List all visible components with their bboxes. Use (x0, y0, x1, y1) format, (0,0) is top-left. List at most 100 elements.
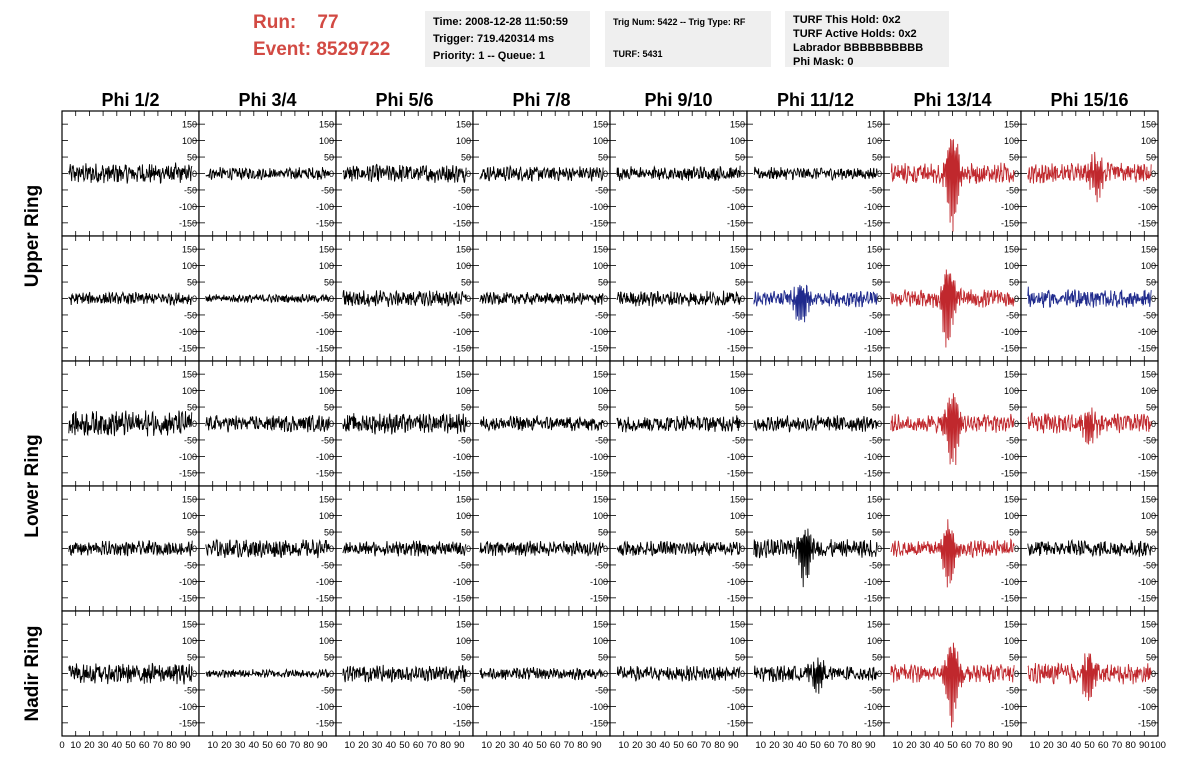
y-tick-label-r1-c3-2: -50 (458, 185, 471, 195)
x-tick-label-c1-3: 30 (98, 740, 109, 751)
waveform-r2-c3 (342, 289, 467, 307)
y-tick-label-r1-c3-1: -100 (453, 202, 471, 212)
y-tick-label-r4-c2-2: -50 (321, 560, 334, 570)
y-tick-label-r4-c1-6: 150 (182, 495, 197, 505)
y-tick-label-r5-c2-5: 100 (319, 636, 334, 646)
y-tick-label-r1-c7-2: -50 (1006, 185, 1019, 195)
y-tick-label-r1-c4-5: 100 (593, 136, 608, 146)
x-tick-label-c6-4: 40 (797, 740, 808, 751)
y-tick-label-r4-c6-3: 0 (877, 544, 882, 554)
y-tick-label-r3-c6-5: 100 (867, 386, 882, 396)
y-tick-label-r2-c2-5: 100 (319, 261, 334, 271)
y-tick-label-r1-c4-0: -150 (590, 218, 608, 228)
y-tick-label-r2-c3-2: -50 (458, 310, 471, 320)
y-tick-label-r1-c4-2: -50 (595, 185, 608, 195)
y-tick-label-r3-c4-4: 50 (598, 403, 608, 413)
y-tick-label-r5-c6-5: 100 (867, 636, 882, 646)
y-tick-label-r5-c4-2: -50 (595, 685, 608, 695)
column-title-8: Phi 15/16 (1050, 90, 1128, 110)
y-tick-label-r3-c8-4: 50 (1146, 403, 1156, 413)
y-tick-label-r5-c5-1: -100 (727, 702, 745, 712)
time-info-box: Time: 2008-12-28 11:50:59 Trigger: 719.4… (425, 11, 590, 67)
y-tick-label-r4-c3-5: 100 (456, 511, 471, 521)
x-tick-label-c7-4: 40 (934, 740, 945, 751)
x-tick-label-c4-1: 10 (481, 740, 492, 751)
y-tick-label-r2-c5-1: -100 (727, 327, 745, 337)
x-tick-label-c2-1: 10 (207, 740, 218, 751)
y-tick-label-r4-c1-4: 50 (187, 528, 197, 538)
y-tick-label-r2-c2-6: 150 (319, 245, 334, 255)
y-tick-label-r4-c4-2: -50 (595, 560, 608, 570)
y-tick-label-r5-c1-3: 0 (192, 669, 197, 679)
x-tick-label-c8-3: 30 (1057, 740, 1068, 751)
y-tick-label-r5-c3-2: -50 (458, 685, 471, 695)
y-tick-label-r3-c1-1: -100 (179, 452, 197, 462)
y-tick-label-r2-c2-3: 0 (329, 294, 334, 304)
x-tick-label-c7-1: 10 (892, 740, 903, 751)
ring-label-3: Nadir Ring (22, 625, 43, 721)
y-tick-label-r5-c5-2: -50 (732, 685, 745, 695)
y-tick-label-r5-c6-3: 0 (877, 669, 882, 679)
y-tick-label-r1-c8-0: -150 (1138, 218, 1156, 228)
y-tick-label-r5-c8-0: -150 (1138, 718, 1156, 728)
y-tick-label-r4-c4-4: 50 (598, 528, 608, 538)
y-tick-label-r5-c7-0: -150 (1001, 718, 1019, 728)
x-tick-label-c1-2: 20 (84, 740, 95, 751)
y-tick-label-r2-c1-1: -100 (179, 327, 197, 337)
x-tick-label-c5-9: 90 (728, 740, 739, 751)
y-tick-label-r5-c8-2: -50 (1143, 685, 1156, 695)
waveform-r3-c5 (616, 414, 741, 433)
y-tick-label-r3-c5-5: 100 (730, 386, 745, 396)
y-tick-label-r2-c8-3: 0 (1151, 294, 1156, 304)
y-tick-label-r2-c1-0: -150 (179, 343, 197, 353)
y-tick-label-r4-c5-1: -100 (727, 577, 745, 587)
y-tick-label-r1-c3-6: 150 (456, 120, 471, 130)
y-tick-label-r1-c6-5: 100 (867, 136, 882, 146)
waveform-r2-c6 (753, 284, 878, 323)
y-tick-label-r3-c8-3: 0 (1151, 419, 1156, 429)
y-tick-label-r4-c7-3: 0 (1014, 544, 1019, 554)
x-tick-label-c5-8: 80 (714, 740, 725, 751)
y-tick-label-r1-c1-2: -50 (184, 185, 197, 195)
x-tick-label-c6-1: 10 (755, 740, 766, 751)
x-tick-label-c4-2: 20 (495, 740, 506, 751)
y-tick-label-r1-c1-3: 0 (192, 169, 197, 179)
y-tick-label-r5-c8-3: 0 (1151, 669, 1156, 679)
y-tick-label-r2-c5-3: 0 (740, 294, 745, 304)
waveform-r4-c1 (68, 540, 193, 557)
y-tick-label-r3-c8-1: -100 (1138, 452, 1156, 462)
y-tick-label-r2-c6-1: -100 (864, 327, 882, 337)
y-tick-label-r5-c1-5: 100 (182, 636, 197, 646)
x-tick-label-c5-4: 40 (660, 740, 671, 751)
y-tick-label-r3-c2-4: 50 (324, 403, 334, 413)
y-tick-label-r2-c4-4: 50 (598, 278, 608, 288)
y-tick-label-r5-c8-5: 100 (1141, 636, 1156, 646)
x-tick-label-c4-5: 50 (536, 740, 547, 751)
y-tick-label-r2-c6-6: 150 (867, 245, 882, 255)
y-tick-label-r1-c8-3: 0 (1151, 169, 1156, 179)
x-tick-label-c8-1: 10 (1029, 740, 1040, 751)
waveform-r4-c8 (1027, 538, 1152, 558)
y-tick-label-r5-c1-1: -100 (179, 702, 197, 712)
y-tick-label-r3-c4-0: -150 (590, 468, 608, 478)
y-tick-label-r5-c3-4: 50 (461, 653, 471, 663)
trigger-text: Trigger: 719.420314 ms (433, 33, 555, 45)
x-tick-label-c4-8: 80 (577, 740, 588, 751)
y-tick-label-r4-c3-3: 0 (466, 544, 471, 554)
y-tick-label-r2-c2-0: -150 (316, 343, 334, 353)
x-tick-label-c5-2: 20 (632, 740, 643, 751)
y-tick-label-r1-c5-4: 50 (735, 153, 745, 163)
y-tick-label-r5-c5-5: 100 (730, 636, 745, 646)
turf-info-box: TURF This Hold: 0x2 TURF Active Holds: 0… (785, 11, 949, 68)
y-tick-label-r4-c4-6: 150 (593, 495, 608, 505)
y-tick-label-r5-c3-1: -100 (453, 702, 471, 712)
x-tick-label-c8-8: 80 (1125, 740, 1136, 751)
y-tick-label-r4-c2-4: 50 (324, 528, 334, 538)
turf-active-text: TURF Active Holds: 0x2 (793, 28, 917, 40)
column-title-3: Phi 5/6 (375, 90, 433, 110)
y-tick-label-r4-c3-4: 50 (461, 528, 471, 538)
y-tick-label-r3-c3-3: 0 (466, 419, 471, 429)
y-tick-label-r1-c7-1: -100 (1001, 202, 1019, 212)
y-tick-label-r1-c2-3: 0 (329, 169, 334, 179)
waveform-r4-c4 (479, 540, 604, 557)
